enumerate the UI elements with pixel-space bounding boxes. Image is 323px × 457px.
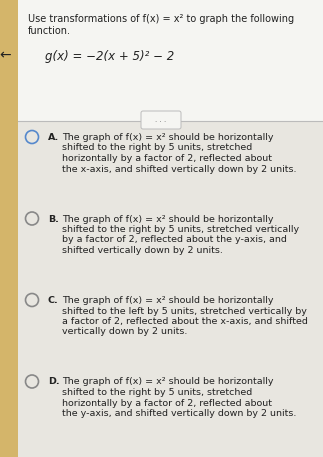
Text: Use transformations of f(x) = x² to graph the following: Use transformations of f(x) = x² to grap… xyxy=(28,14,294,24)
Text: shifted to the left by 5 units, stretched vertically by: shifted to the left by 5 units, stretche… xyxy=(62,307,307,315)
Text: The graph of f(x) = x² should be horizontally: The graph of f(x) = x² should be horizon… xyxy=(62,214,274,223)
Bar xyxy=(18,121,323,457)
Text: horizontally by a factor of 2, reflected about: horizontally by a factor of 2, reflected… xyxy=(62,154,272,163)
Text: the x-axis, and shifted vertically down by 2 units.: the x-axis, and shifted vertically down … xyxy=(62,165,297,174)
Text: The graph of f(x) = x² should be horizontally: The graph of f(x) = x² should be horizon… xyxy=(62,133,274,142)
Text: a factor of 2, reflected about the x-axis, and shifted: a factor of 2, reflected about the x-axi… xyxy=(62,317,308,326)
Text: horizontally by a factor of 2, reflected about: horizontally by a factor of 2, reflected… xyxy=(62,399,272,408)
Text: function.: function. xyxy=(28,26,71,36)
Text: ←: ← xyxy=(0,48,11,62)
Text: The graph of f(x) = x² should be horizontally: The graph of f(x) = x² should be horizon… xyxy=(62,377,274,387)
Text: vertically down by 2 units.: vertically down by 2 units. xyxy=(62,328,187,336)
Text: D.: D. xyxy=(48,377,60,387)
Text: the y-axis, and shifted vertically down by 2 units.: the y-axis, and shifted vertically down … xyxy=(62,409,297,418)
Bar xyxy=(18,0,323,121)
Text: shifted to the right by 5 units, stretched vertically: shifted to the right by 5 units, stretch… xyxy=(62,225,299,234)
Text: C.: C. xyxy=(48,296,59,305)
Text: shifted to the right by 5 units, stretched: shifted to the right by 5 units, stretch… xyxy=(62,388,252,397)
Text: shifted to the right by 5 units, stretched: shifted to the right by 5 units, stretch… xyxy=(62,143,252,153)
Text: by a factor of 2, reflected about the y-axis, and: by a factor of 2, reflected about the y-… xyxy=(62,235,287,244)
Text: A.: A. xyxy=(48,133,59,142)
Text: shifted vertically down by 2 units.: shifted vertically down by 2 units. xyxy=(62,246,223,255)
Text: . . .: . . . xyxy=(155,117,167,123)
FancyBboxPatch shape xyxy=(141,111,181,129)
Bar xyxy=(0,0,18,457)
Text: B.: B. xyxy=(48,214,59,223)
Text: The graph of f(x) = x² should be horizontally: The graph of f(x) = x² should be horizon… xyxy=(62,296,274,305)
Text: g(x) = −2(x + 5)² − 2: g(x) = −2(x + 5)² − 2 xyxy=(45,50,174,63)
